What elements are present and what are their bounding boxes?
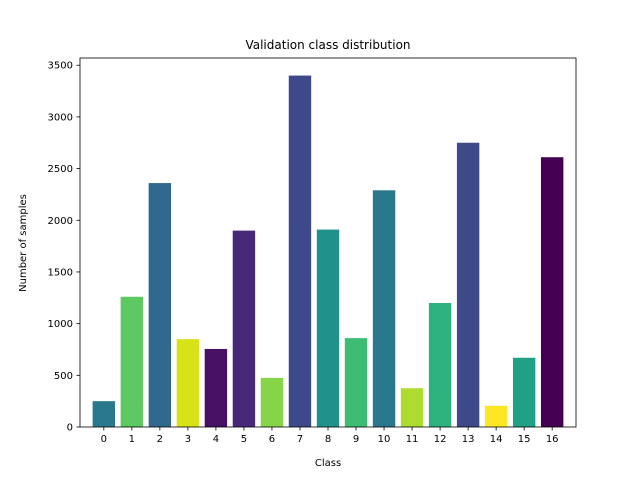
y-tick-label: 3500 <box>48 61 73 72</box>
x-tick-label: 4 <box>213 434 219 445</box>
x-tick-label: 16 <box>546 434 559 445</box>
bar-class-12 <box>428 302 452 427</box>
bar-class-11 <box>400 388 424 427</box>
y-tick-label: 500 <box>54 371 73 382</box>
bar-class-10 <box>372 190 396 427</box>
x-tick-label: 7 <box>297 434 303 445</box>
y-tick-label: 2500 <box>48 164 73 175</box>
bar-class-1 <box>120 296 144 427</box>
bar-class-13 <box>456 142 480 428</box>
y-axis-label: Number of samples <box>18 194 29 292</box>
x-tick-label: 6 <box>269 434 275 445</box>
bar-class-5 <box>232 230 256 427</box>
y-tick-label: 3000 <box>48 112 73 123</box>
x-tick-label: 5 <box>241 434 247 445</box>
x-tick-label: 8 <box>325 434 331 445</box>
bar-class-4 <box>204 348 228 427</box>
bar-class-16 <box>540 157 564 427</box>
y-tick-label: 0 <box>67 423 73 434</box>
chart-title: Validation class distribution <box>245 38 410 52</box>
bar-class-14 <box>484 405 508 427</box>
x-axis-label: Class <box>315 458 341 469</box>
bar-class-6 <box>260 377 284 427</box>
x-tick-label: 9 <box>353 434 359 445</box>
bar-class-8 <box>316 229 340 427</box>
bar-class-3 <box>176 339 200 427</box>
x-tick-label: 13 <box>462 434 475 445</box>
x-tick-label: 0 <box>101 434 107 445</box>
x-tick-label: 11 <box>406 434 419 445</box>
x-tick-label: 15 <box>518 434 531 445</box>
x-tick-label: 14 <box>490 434 503 445</box>
bar-class-0 <box>92 401 116 427</box>
bar-class-15 <box>512 357 536 427</box>
bar-class-2 <box>148 183 172 427</box>
axes-layer: 0 1 2 3 4 5 6 7 8 9 10 11 12 13 14 15 160500100015002000… <box>48 57 577 445</box>
x-tick-label: 1 <box>129 434 135 445</box>
bars-layer <box>92 75 564 428</box>
x-tick-label: 2 <box>157 434 163 445</box>
y-tick-label: 1000 <box>48 319 73 330</box>
x-tick-label: 10 <box>378 434 391 445</box>
x-tick-label: 3 <box>185 434 191 445</box>
y-tick-label: 2000 <box>48 216 73 227</box>
bar-class-7 <box>288 75 312 428</box>
bar-class-9 <box>344 338 368 427</box>
y-tick-label: 1500 <box>48 267 73 278</box>
x-tick-label: 12 <box>434 434 447 445</box>
